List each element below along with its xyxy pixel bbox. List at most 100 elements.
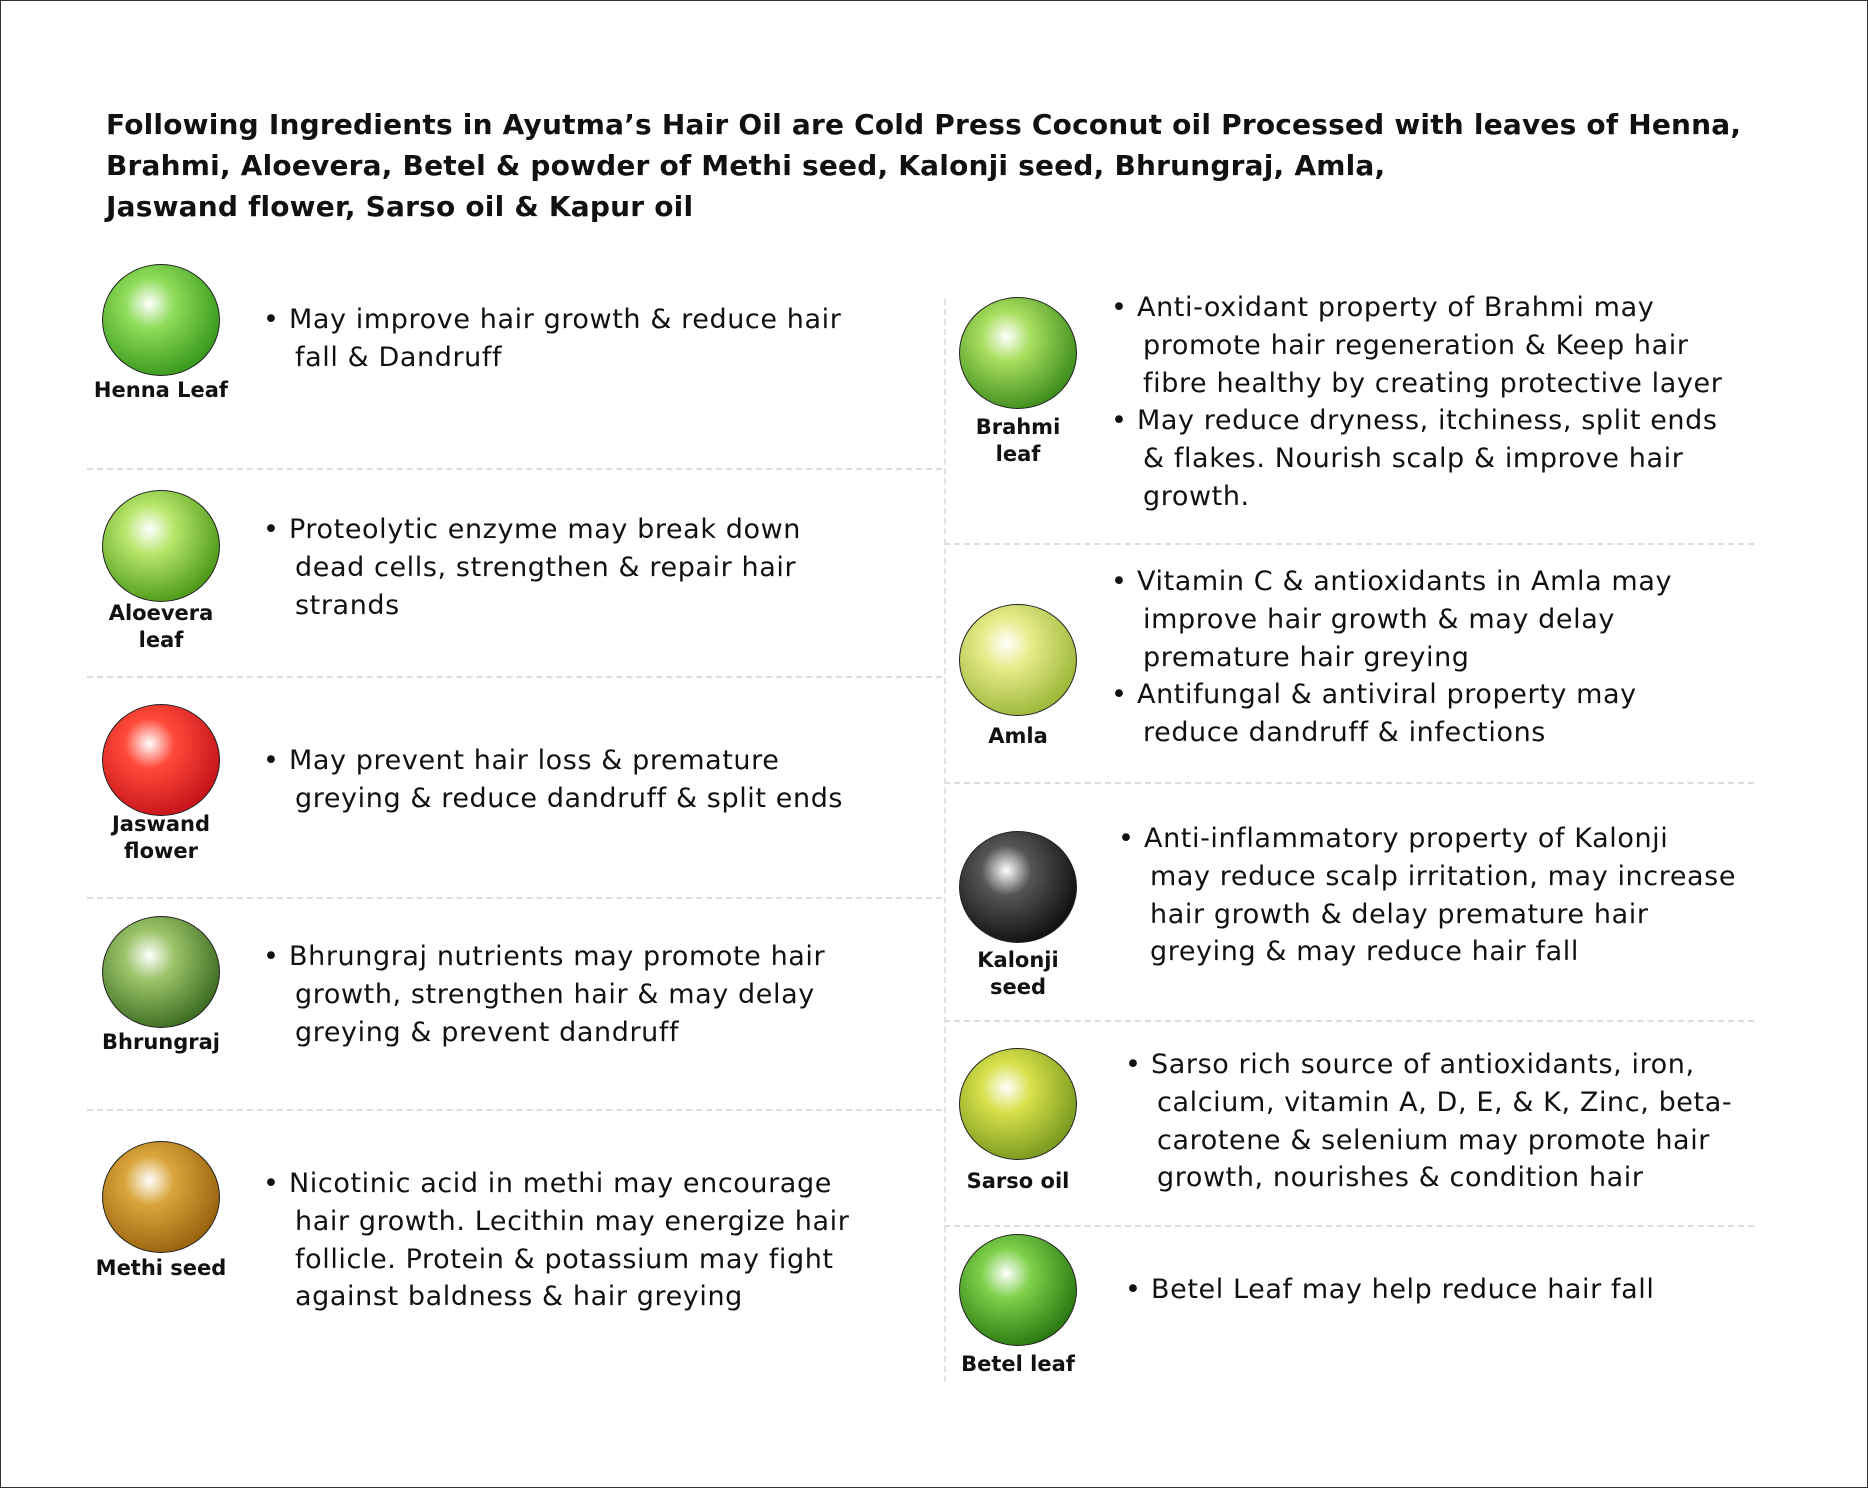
section-divider — [944, 543, 1754, 545]
benefit-line: May prevent hair loss & premature — [289, 745, 780, 776]
kalonji-seed-image — [959, 831, 1077, 943]
benefit-line: & flakes. Nourish scalp & improve hair — [1143, 443, 1684, 475]
benefit-line: dead cells, strengthen & repair hair — [295, 551, 797, 583]
benefit-line: premature hair greying — [1143, 641, 1470, 673]
benefit-bullet: Anti-oxidant property of Brahmi may promo… — [1111, 289, 1831, 402]
label-line: Aloevera — [108, 601, 214, 625]
label-line: Jaswand — [111, 812, 211, 836]
benefit-bullet: Proteolytic enzyme may break down dead ce… — [263, 511, 943, 624]
benefit-line: calcium, vitamin A, D, E, & K, Zinc, bet… — [1157, 1086, 1733, 1118]
section-divider — [87, 468, 942, 470]
label-line: Bhrungraj — [102, 1030, 220, 1054]
column-divider — [944, 299, 946, 1382]
ingredient-label: Henna Leaf — [76, 377, 246, 404]
benefit-line: greying & may reduce hair fall — [1150, 936, 1579, 968]
bhrungraj-image — [102, 916, 220, 1028]
benefit-list: Vitamin C & antioxidants in Amla may impr… — [1111, 563, 1831, 752]
benefit-line: growth, strengthen hair & may delay — [295, 978, 815, 1010]
benefit-line: follicle. Protein & potassium may fight — [295, 1243, 834, 1275]
benefit-bullet: May reduce dryness, itchiness, split end… — [1111, 402, 1831, 515]
ingredient-label: Amla — [933, 723, 1103, 750]
ingredient-label: Kalonji seed — [933, 947, 1103, 1001]
section-divider — [87, 897, 942, 899]
label-line: leaf — [138, 628, 184, 652]
methi-seed-image — [102, 1141, 220, 1253]
benefit-line: Nicotinic acid in methi may encourage — [289, 1168, 832, 1199]
section-divider — [87, 676, 942, 678]
benefit-bullet: Sarso rich source of antioxidants, iron,… — [1125, 1046, 1845, 1197]
benefit-list: Nicotinic acid in methi may encourage hai… — [263, 1165, 943, 1316]
benefit-bullet: May prevent hair loss & premature greying… — [263, 742, 943, 818]
ingredient-label: Sarso oil — [933, 1168, 1103, 1195]
betel-leaf-image — [959, 1234, 1077, 1346]
benefit-line: promote hair regeneration & Keep hair — [1143, 329, 1689, 361]
ingredient-label: Jaswand flower — [76, 811, 246, 865]
benefit-line: Antifungal & antiviral property may — [1137, 679, 1637, 711]
benefit-list: Bhrungraj nutrients may promote hair grow… — [263, 938, 943, 1051]
title-line: Brahmi, Aloevera, Betel & powder of Meth… — [106, 149, 1386, 182]
section-divider — [944, 1020, 1754, 1022]
benefit-line: growth. — [1143, 480, 1250, 512]
title-line: Jaswand flower, Sarso oil & Kapur oil — [106, 190, 694, 223]
section-divider — [944, 1225, 1754, 1227]
henna-leaf-image — [102, 264, 220, 376]
benefit-line: carotene & selenium may promote hair — [1157, 1124, 1710, 1156]
ingredient-label: Methi seed — [76, 1255, 246, 1282]
ingredient-label: Bhrungraj — [76, 1029, 246, 1056]
benefit-list: Anti-oxidant property of Brahmi may promo… — [1111, 289, 1831, 516]
benefit-line: improve hair growth & may delay — [1143, 603, 1615, 635]
benefit-line: greying & prevent dandruff — [295, 1016, 680, 1048]
benefit-list: May prevent hair loss & premature greying… — [263, 742, 943, 818]
amla-image — [959, 604, 1077, 716]
benefit-line: strands — [295, 589, 400, 621]
benefit-list: Anti-inflammatory property of Kalonji may… — [1118, 820, 1838, 971]
benefit-line: Betel Leaf may help reduce hair fall — [1151, 1274, 1655, 1305]
benefit-line: hair growth. Lecithin may energize hair — [295, 1205, 850, 1237]
section-divider — [944, 782, 1754, 784]
benefit-line: Sarso rich source of antioxidants, iron, — [1151, 1049, 1695, 1080]
page-title: Following Ingredients in Ayutma’s Hair O… — [106, 104, 1806, 227]
label-line: seed — [989, 975, 1047, 999]
benefit-bullet: Bhrungraj nutrients may promote hair grow… — [263, 938, 943, 1051]
benefit-line: may reduce scalp irritation, may increas… — [1150, 860, 1737, 892]
benefit-line: Proteolytic enzyme may break down — [289, 514, 801, 545]
label-line: Henna Leaf — [93, 378, 229, 402]
benefit-bullet: May improve hair growth & reduce hair fal… — [263, 301, 943, 377]
benefit-bullet: Nicotinic acid in methi may encourage hai… — [263, 1165, 943, 1316]
section-divider — [87, 1109, 942, 1111]
benefit-list: Betel Leaf may help reduce hair fall — [1125, 1271, 1845, 1309]
benefit-bullet: Vitamin C & antioxidants in Amla may impr… — [1111, 563, 1831, 676]
benefit-line: fall & Dandruff — [295, 341, 503, 373]
benefit-line: Anti-inflammatory property of Kalonji — [1144, 823, 1669, 854]
sarso-oil-image — [959, 1048, 1077, 1160]
label-line: Sarso oil — [966, 1169, 1070, 1193]
label-line: leaf — [995, 442, 1041, 466]
jaswand-flower-image — [102, 704, 220, 816]
benefit-line: hair growth & delay premature hair — [1150, 898, 1649, 930]
benefit-line: Vitamin C & antioxidants in Amla may — [1137, 566, 1673, 597]
benefit-line: Bhrungraj nutrients may promote hair — [289, 941, 826, 972]
ingredient-label: Betel leaf — [933, 1351, 1103, 1378]
benefit-line: Anti-oxidant property of Brahmi may — [1137, 292, 1655, 323]
label-line: Betel leaf — [961, 1352, 1075, 1376]
aloevera-leaf-image — [102, 490, 220, 602]
ingredient-label: Aloevera leaf — [76, 600, 246, 654]
brahmi-leaf-image — [959, 297, 1077, 409]
benefit-line: growth, nourishes & condition hair — [1157, 1162, 1644, 1194]
benefit-line: greying & reduce dandruff & split ends — [295, 782, 844, 814]
benefit-list: Sarso rich source of antioxidants, iron,… — [1125, 1046, 1845, 1197]
label-line: Kalonji — [977, 948, 1059, 972]
label-line: flower — [124, 839, 198, 863]
benefit-line: fibre healthy by creating protective lay… — [1143, 367, 1723, 399]
label-line: Amla — [988, 724, 1048, 748]
label-line: Methi seed — [95, 1256, 227, 1280]
benefit-list: Proteolytic enzyme may break down dead ce… — [263, 511, 943, 624]
benefit-bullet: Antifungal & antiviral property may reduc… — [1111, 676, 1831, 752]
benefit-line: May improve hair growth & reduce hair — [289, 304, 842, 335]
benefit-line: reduce dandruff & infections — [1143, 717, 1546, 749]
benefit-bullet: Betel Leaf may help reduce hair fall — [1125, 1271, 1845, 1309]
benefit-bullet: Anti-inflammatory property of Kalonji may… — [1118, 820, 1838, 971]
label-line: Brahmi — [975, 415, 1061, 439]
benefit-line: against baldness & hair greying — [295, 1281, 743, 1313]
